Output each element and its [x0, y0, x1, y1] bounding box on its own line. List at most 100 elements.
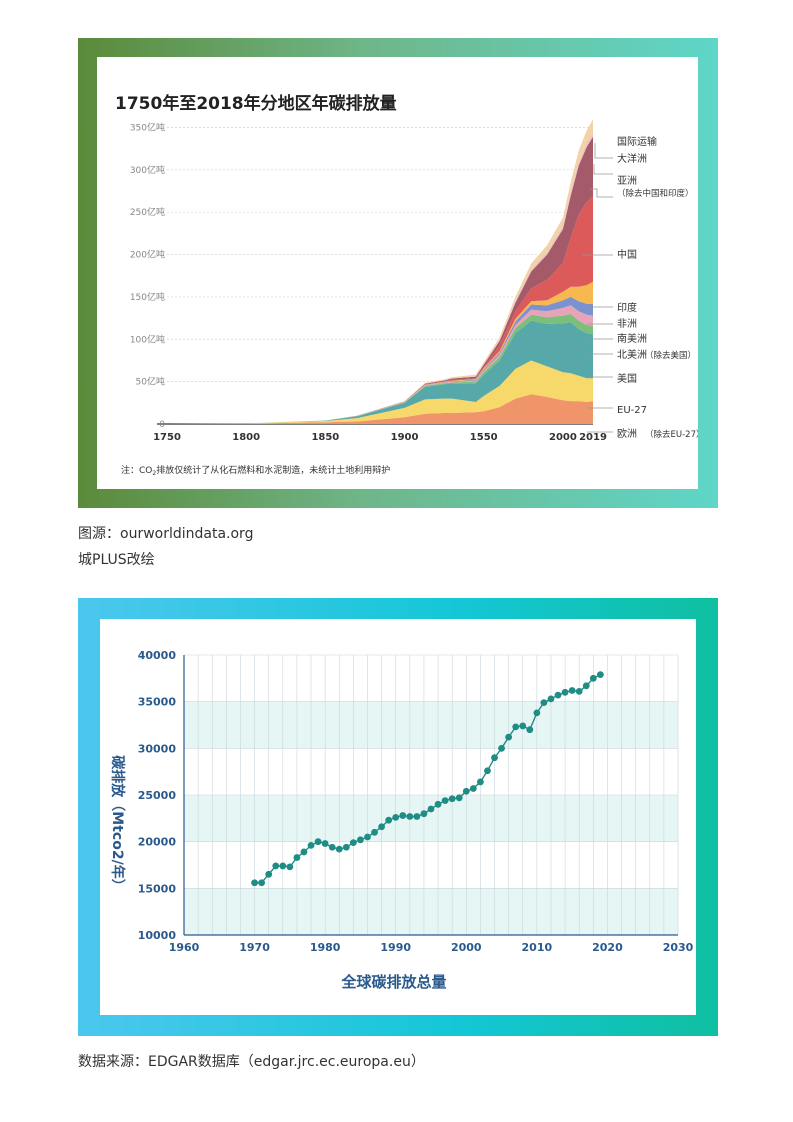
chart2-source: 数据来源：EDGAR数据库（edgar.jrc.ec.europa.eu）: [78, 1054, 425, 1070]
chart2-panel: 10000 15000 20000 25000 30000 35000 40000 1960…: [100, 619, 696, 1015]
legend-label: （除去EU-27）: [645, 429, 698, 440]
area-eu27: [167, 394, 593, 424]
data-point: [561, 688, 569, 696]
data-point: [364, 833, 371, 841]
y-tick-label: 300亿吨: [130, 164, 165, 176]
chart1-frame: 1750年至2018年分地区年碳排放量 0 50亿吨 100亿吨 150亿吨 200亿吨…: [78, 38, 718, 508]
data-point: [406, 813, 414, 820]
x-tick-label: 1850: [311, 432, 339, 443]
legend-label: EU-27: [617, 405, 647, 416]
chart2-ylabel: 碳排放（Mtco2/年）: [109, 755, 126, 892]
data-point: [427, 805, 435, 813]
data-point: [448, 795, 456, 803]
chart1-source-note: 城PLUS改绘: [78, 552, 155, 568]
y-tick-label: 0: [159, 420, 165, 430]
data-point: [286, 863, 294, 871]
y-tick-label: 100亿吨: [130, 333, 165, 345]
data-point: [512, 723, 520, 731]
data-point: [582, 682, 590, 690]
y-tick-label: 25000: [138, 789, 177, 802]
legend-lines: [582, 143, 613, 433]
x-tick-label: 1980: [310, 941, 341, 954]
data-point: [279, 862, 287, 870]
data-point: [272, 862, 280, 870]
legend-label: 国际运输: [617, 135, 657, 148]
data-point: [540, 699, 548, 706]
data-point: [547, 695, 555, 703]
x-tick-label: 2000: [549, 432, 577, 443]
x-tick-label: 1750: [153, 432, 181, 443]
data-point: [455, 794, 463, 802]
data-point: [314, 838, 322, 846]
chart1-source: 图源：ourworldindata.org: [78, 526, 254, 542]
data-point: [434, 800, 442, 808]
chart2-title: 全球碳排放总量: [340, 973, 446, 991]
y-tick-label: 350亿吨: [130, 121, 165, 133]
legend-label: 非洲: [617, 318, 637, 330]
data-point: [371, 828, 378, 836]
y-tick-label: 35000: [138, 696, 177, 709]
chart2-frame: 10000 15000 20000 25000 30000 35000 40000 1960…: [78, 598, 718, 1036]
x-tick-label: 2030: [663, 941, 694, 954]
legend-label: 美国: [617, 372, 637, 385]
chart1-panel: 1750年至2018年分地区年碳排放量 0 50亿吨 100亿吨 150亿吨 200亿吨…: [97, 57, 704, 489]
data-point: [575, 688, 583, 695]
y-tick-label: 50亿吨: [136, 376, 165, 388]
legend-label: 亚洲: [617, 175, 637, 187]
data-point: [392, 814, 400, 821]
legend-label: 欧洲: [617, 428, 637, 440]
data-point: [526, 726, 534, 734]
x-tick-label: 1900: [391, 432, 419, 443]
x-tick-label: 1960: [169, 941, 200, 954]
data-point: [477, 778, 484, 786]
legend-label: （除去中国和印度）: [617, 188, 694, 199]
data-point: [413, 813, 421, 820]
data-point: [265, 870, 273, 878]
y-tick-label: 30000: [138, 742, 177, 755]
data-point: [533, 709, 541, 717]
data-point: [469, 785, 477, 792]
legend-label: 北美洲: [617, 348, 647, 361]
data-point: [300, 848, 308, 856]
data-point: [342, 843, 350, 851]
x-tick-label: 1550: [470, 432, 498, 443]
area-africa: [167, 296, 593, 424]
data-point: [251, 879, 258, 887]
data-point: [554, 691, 562, 699]
chart1-note: 注：CO2排放仅统计了从化石燃料和水泥制造，未统计土地利用辩护: [121, 464, 390, 477]
x-tick-label: 1970: [239, 941, 270, 954]
data-point: [589, 674, 597, 682]
data-point: [484, 767, 491, 775]
line-chart: 10000 15000 20000 25000 30000 35000 40000 1960…: [109, 649, 694, 991]
data-point: [307, 842, 315, 849]
x-tick-label: 2020: [592, 941, 623, 954]
data-point: [328, 843, 336, 851]
data-point: [505, 733, 513, 741]
data-point: [519, 722, 527, 730]
data-point: [293, 854, 301, 861]
data-point: [462, 787, 470, 795]
data-point: [335, 845, 343, 853]
area-usa: [167, 320, 593, 424]
y-tick-label: 150亿吨: [130, 291, 165, 303]
band: [184, 701, 678, 749]
x-tick-label: 2000: [451, 941, 482, 954]
area-eu27_band: [167, 360, 593, 424]
data-point: [568, 687, 576, 694]
data-point: [491, 754, 498, 762]
x-tick-label: 1800: [232, 432, 260, 443]
data-point: [349, 839, 357, 846]
y-tick-label: 200亿吨: [130, 249, 165, 261]
y-tick-label: 20000: [138, 836, 177, 849]
y-tick-label: 15000: [138, 882, 177, 895]
x-tick-label: 1990: [380, 941, 411, 954]
legend-label: 大洋洲: [617, 152, 647, 165]
data-point: [420, 810, 428, 818]
data-point: [321, 840, 329, 847]
x-tick-label: 2019: [579, 432, 607, 443]
legend-label: 南美洲: [617, 332, 647, 345]
legend-label: 印度: [617, 301, 637, 314]
data-point: [441, 797, 449, 804]
data-point: [498, 744, 505, 752]
band: [184, 795, 678, 842]
